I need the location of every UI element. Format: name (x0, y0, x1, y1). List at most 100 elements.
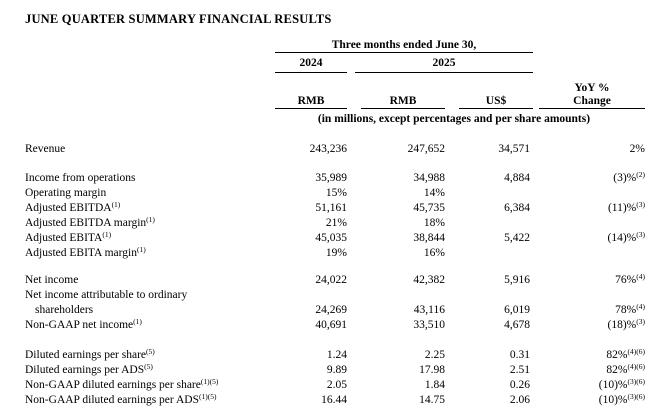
cell-rmb-2025: 45,735 (413, 202, 445, 214)
cell-rmb-2024: 24,269 (315, 304, 347, 316)
cell-rmb-2025: 2.25 (424, 349, 445, 361)
cell-usd: 2.51 (509, 364, 530, 376)
table-header-year-row: 2024 2025 (25, 53, 645, 73)
col-header-yoy-line2: Change (539, 95, 645, 109)
col-header-rmb-2024: RMB (275, 95, 347, 109)
cell-rmb-2024: 9.89 (326, 364, 347, 376)
cell-yoy: (18)%(3) (607, 317, 646, 331)
col-header-rmb-2025: RMB (361, 95, 445, 109)
cell-rmb-2024: 243,236 (309, 143, 347, 155)
row-label: Non-GAAP diluted earnings per share (25, 379, 201, 391)
row-label: Diluted earnings per ADS (25, 364, 145, 376)
cell-rmb-2024: 24,022 (315, 274, 347, 286)
cell-yoy: 2% (629, 143, 645, 155)
yoy-footnote: (3) (636, 200, 645, 209)
cell-usd: 6,019 (504, 304, 530, 316)
row-label-footnote: (5) (144, 362, 153, 371)
cell-rmb-2024: 1.24 (326, 349, 347, 361)
row-label: Net income attributable to ordinary (25, 289, 188, 301)
row-label: Non-GAAP net income (25, 319, 134, 331)
cell-rmb-2025: 33,510 (413, 319, 445, 331)
cell-yoy: (3)%(2) (613, 170, 645, 184)
row-label-footnote: (1)(5) (200, 377, 219, 386)
cell-rmb-2025: 14% (423, 187, 445, 199)
cell-usd (445, 260, 533, 261)
cell-yoy: (14)%(3) (607, 230, 646, 244)
row-label: Diluted earnings per share (25, 349, 147, 361)
table-row-net-income-attributable-line2: shareholders 24,269 43,116 6,019 78%(4) (25, 302, 645, 318)
row-label: Net income (25, 274, 79, 286)
yoy-footnote: (4)(6) (627, 347, 646, 356)
table-row-non-gaap-net-income: Non-GAAP net income(1) 40,691 33,510 4,6… (25, 317, 645, 333)
cell-rmb-2025: 17.98 (419, 364, 445, 376)
table-row-diluted-eads: Diluted earnings per ADS(5) 9.89 17.98 2… (25, 362, 645, 378)
cell-yoy: (10)%(3)(6) (598, 392, 646, 406)
row-label-footnote: (1) (111, 200, 121, 209)
table-row-revenue: Revenue 243,236 247,652 34,571 2% (25, 142, 645, 157)
row-label: Income from operations (25, 172, 136, 184)
yoy-footnote: (3)(6) (627, 392, 646, 401)
row-label: shareholders (35, 304, 94, 316)
cell-usd: 4,678 (504, 319, 530, 331)
row-label: Adjusted EBITA margin (25, 247, 137, 259)
cell-rmb-2024: 21% (325, 217, 347, 229)
col-header-yoy-line1: YoY % (574, 82, 610, 94)
table-row-adjusted-ebitda: Adjusted EBITDA(1) 51,161 45,735 6,384 (… (25, 200, 645, 216)
row-label: Revenue (25, 143, 66, 155)
yoy-footnote: (4) (636, 272, 645, 281)
row-label-footnote: (1) (102, 230, 112, 239)
page-title: JUNE QUARTER SUMMARY FINANCIAL RESULTS (25, 12, 332, 26)
cell-rmb-2024: 45,035 (315, 232, 347, 244)
yoy-footnote: (4) (636, 302, 645, 311)
units-note: (in millions, except percentages and per… (317, 113, 591, 125)
cell-rmb-2025: 34,988 (413, 172, 445, 184)
yoy-footnote: (2) (636, 170, 645, 179)
cell-yoy: 78%(4) (615, 302, 645, 316)
yoy-footnote: (3)(6) (627, 377, 646, 386)
table-header-yoy-row: YoY % (25, 82, 645, 95)
cell-rmb-2024: 51,161 (315, 202, 347, 214)
table-row-operating-margin: Operating margin 15% 14% (25, 186, 645, 201)
cell-usd: 0.26 (509, 379, 530, 391)
col-header-usd-2025: US$ (459, 95, 533, 109)
cell-usd: 4,884 (504, 172, 530, 184)
yoy-footnote: (3) (636, 230, 645, 239)
cell-usd: 5,422 (504, 232, 530, 244)
cell-rmb-2025: 42,382 (413, 274, 445, 286)
table-row-adjusted-ebita: Adjusted EBITA(1) 45,035 38,844 5,422 (1… (25, 230, 645, 246)
cell-yoy: (10)%(3)(6) (598, 377, 646, 391)
row-label-footnote: (1) (136, 245, 146, 254)
table-row-net-income: Net income 24,022 42,382 5,916 76%(4) (25, 272, 645, 288)
table-row-income-from-operations: Income from operations 35,989 34,988 4,8… (25, 170, 645, 186)
table-header-currency-row: RMB RMB US$ Change (25, 95, 645, 109)
cell-rmb-2024: 40,691 (315, 319, 347, 331)
col-header-year-2025: 2025 (355, 55, 533, 73)
table-row-adjusted-ebita-margin: Adjusted EBITA margin(1) 19% 16% (25, 245, 645, 261)
cell-rmb-2024: 16.44 (321, 394, 347, 406)
financial-results-table: Three months ended June 30, 2024 2025 Yo… (25, 39, 645, 413)
table-row-non-gaap-diluted-eps: Non-GAAP diluted earnings per share(1)(5… (25, 377, 645, 393)
row-label: Adjusted EBITDA margin (25, 217, 147, 229)
row-label-footnote: (1)(5) (198, 392, 217, 401)
col-header-year-2024: 2024 (275, 55, 347, 73)
cell-rmb-2024: 2.05 (326, 379, 347, 391)
cell-yoy: 76%(4) (615, 272, 645, 286)
table-header-period-row: Three months ended June 30, (25, 39, 645, 53)
cell-rmb-2025: 38,844 (413, 232, 445, 244)
yoy-footnote: (3) (636, 317, 645, 326)
row-label: Non-GAAP diluted earnings per ADS (25, 394, 199, 406)
cell-rmb-2025: 16% (423, 247, 445, 259)
row-label-footnote: (1) (146, 215, 155, 224)
row-label: Adjusted EBITDA (25, 202, 112, 214)
cell-rmb-2024: 19% (325, 247, 347, 259)
col-group-header: Three months ended June 30, (275, 39, 533, 53)
row-label-footnote: (5) (146, 347, 155, 356)
cell-yoy: (11)%(3) (607, 200, 645, 214)
cell-yoy: 82%(4)(6) (606, 362, 645, 376)
cell-usd: 6,384 (504, 202, 530, 214)
cell-rmb-2025: 43,116 (413, 304, 445, 316)
table-row-diluted-eps: Diluted earnings per share(5) 1.24 2.25 … (25, 347, 646, 363)
row-label: Adjusted EBITA (25, 232, 103, 244)
cell-rmb-2024: 35,989 (315, 172, 347, 184)
